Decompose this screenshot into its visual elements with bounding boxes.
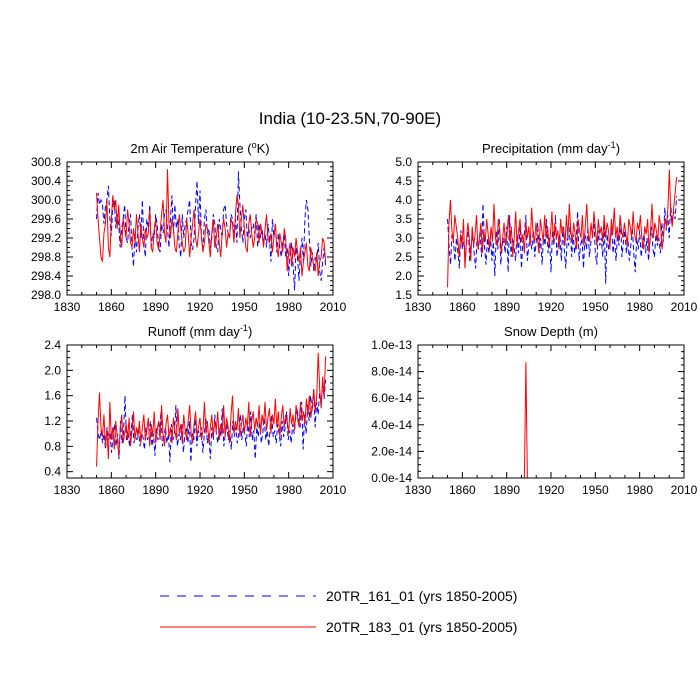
x-tick-label: 1980 xyxy=(275,483,302,497)
y-tick-label: 298.8 xyxy=(31,250,61,264)
series-line-161-01 xyxy=(447,196,678,284)
y-tick-label: 8.0e-14 xyxy=(371,365,412,379)
y-tick-label: 299.2 xyxy=(31,231,61,245)
series-line-183-01 xyxy=(96,169,327,277)
x-tick-label: 1830 xyxy=(405,483,432,497)
y-tick-label: 0.8 xyxy=(44,439,61,453)
x-tick-label: 1920 xyxy=(538,483,565,497)
x-tick-label: 1980 xyxy=(275,300,302,314)
y-tick-label: 1.2 xyxy=(44,414,61,428)
y-tick-label: 2.0e-14 xyxy=(371,444,412,458)
series-line-183-01 xyxy=(447,169,678,288)
y-tick-label: 300.4 xyxy=(31,174,61,188)
y-tick-label: 2.0 xyxy=(44,363,61,377)
x-tick-label: 1950 xyxy=(582,483,609,497)
panel-title: Snow Depth (m) xyxy=(504,324,598,339)
y-tick-label: 2.0 xyxy=(395,269,412,283)
figure-title: India (10-23.5N,70-90E) xyxy=(259,109,441,128)
y-tick-label: 6.0e-14 xyxy=(371,391,412,405)
panel-2: 1830 1860 1890 1920 1950 1980 2010 1.5 2.0 2.5 3.0… xyxy=(395,140,697,314)
panel-title: Precipitation (mm day-1) xyxy=(482,140,620,156)
y-tick-label: 1.5 xyxy=(395,288,412,302)
y-tick-label: 1.6 xyxy=(44,389,61,403)
x-tick-label: 1890 xyxy=(142,483,169,497)
x-tick-label: 1890 xyxy=(493,483,520,497)
panel-1: 1830 1860 1890 1920 1950 1980 2010 298.0 298.4 29… xyxy=(31,140,347,314)
x-tick-label: 1890 xyxy=(142,300,169,314)
legend-label-2: 20TR_183_01 (yrs 1850-2005) xyxy=(326,619,517,635)
x-tick-label: 1950 xyxy=(231,483,258,497)
x-tick-label: 1980 xyxy=(626,300,653,314)
x-tick-label: 1890 xyxy=(493,300,520,314)
y-tick-label: 3.0 xyxy=(395,231,412,245)
y-tick-label: 5.0 xyxy=(395,155,412,169)
x-tick-label: 1980 xyxy=(626,483,653,497)
y-tick-label: 4.0 xyxy=(395,193,412,207)
y-tick-label: 298.0 xyxy=(31,288,61,302)
panel-4: 1830 1860 1890 1920 1950 1980 2010 0.0e-14 2.0e-… xyxy=(371,324,697,497)
x-tick-label: 2010 xyxy=(671,300,698,314)
x-tick-label: 1830 xyxy=(54,483,81,497)
y-tick-label: 4.5 xyxy=(395,174,412,188)
y-tick-label: 2.4 xyxy=(44,338,61,352)
legend-label-1: 20TR_161_01 (yrs 1850-2005) xyxy=(326,588,517,604)
panel-title: Runoff (mm day-1) xyxy=(148,323,253,339)
x-tick-label: 1950 xyxy=(231,300,258,314)
x-tick-label: 1860 xyxy=(98,300,125,314)
x-tick-label: 1830 xyxy=(405,300,432,314)
panel-title: 2m Air Temperature (oK) xyxy=(130,140,269,156)
x-tick-label: 1920 xyxy=(187,300,214,314)
x-tick-label: 2010 xyxy=(320,483,347,497)
x-tick-label: 1860 xyxy=(98,483,125,497)
series-line-183-01 xyxy=(447,362,677,478)
series-line-183-01 xyxy=(96,352,327,467)
x-tick-label: 1920 xyxy=(187,483,214,497)
x-tick-label: 1860 xyxy=(449,300,476,314)
panels-group: 1830 1860 1890 1920 1950 1980 2010 298.0 298.4 29… xyxy=(31,140,698,497)
x-tick-label: 1920 xyxy=(538,300,565,314)
panel-3: 1830 1860 1890 1920 1950 1980 2010 0.4 0.8 1.2 1.6… xyxy=(44,323,346,497)
x-tick-label: 2010 xyxy=(320,300,347,314)
y-tick-label: 0.4 xyxy=(44,465,61,479)
x-tick-label: 1830 xyxy=(54,300,81,314)
x-tick-label: 1950 xyxy=(582,300,609,314)
y-tick-label: 2.5 xyxy=(395,250,412,264)
y-tick-label: 298.4 xyxy=(31,269,61,283)
y-tick-label: 1.0e-13 xyxy=(371,338,412,352)
y-tick-label: 299.6 xyxy=(31,212,61,226)
x-tick-label: 2010 xyxy=(671,483,698,497)
legend: 20TR_161_01 (yrs 1850-2005) 20TR_183_01 (… xyxy=(160,588,517,635)
y-tick-label: 300.8 xyxy=(31,155,61,169)
y-tick-label: 0.0e-14 xyxy=(371,471,412,485)
x-tick-label: 1860 xyxy=(449,483,476,497)
y-tick-label: 3.5 xyxy=(395,212,412,226)
y-tick-label: 300.0 xyxy=(31,193,61,207)
y-tick-label: 4.0e-14 xyxy=(371,418,412,432)
